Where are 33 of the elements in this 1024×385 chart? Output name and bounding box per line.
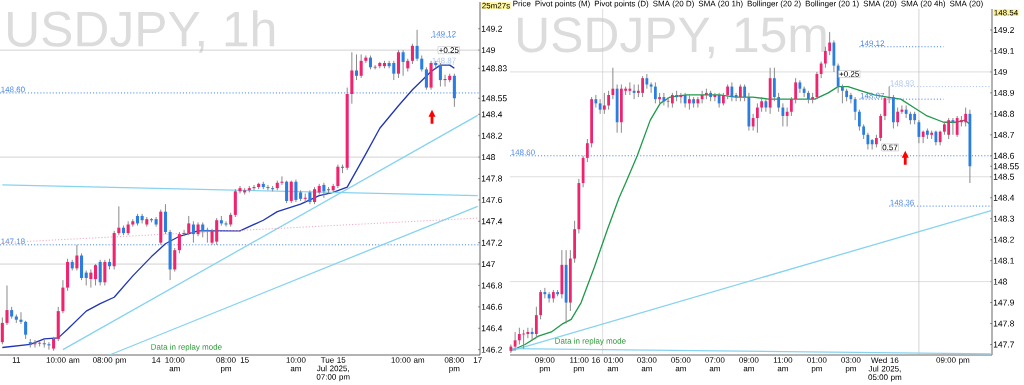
y-tick-label: 148 xyxy=(481,154,495,161)
y-tick-label: 148.5 xyxy=(993,173,1015,180)
y-tick-label: 148.6 xyxy=(993,152,1015,159)
y-tick-label: 149.1 xyxy=(993,47,1014,54)
y-tick-label: 146.6 xyxy=(481,303,503,310)
y-tick-label: 149.2 xyxy=(993,26,1014,33)
y-tick-label: 148.3 xyxy=(993,215,1015,222)
y-tick-label: 149 xyxy=(993,68,1007,75)
y-tick-label: 146.2 xyxy=(481,346,502,353)
y-tick-label: 148.55 xyxy=(993,163,1019,170)
y-tick-label: 148.4 xyxy=(481,111,503,118)
y-tick-label: 148.55 xyxy=(481,95,507,102)
y-tick-label: 147 xyxy=(481,261,495,267)
y-tick-label: 149 xyxy=(481,47,495,54)
y-tick-label: 148.7 xyxy=(993,131,1014,138)
y-tick-label: 148.9 xyxy=(993,89,1014,96)
y-tick-label: 148.83 xyxy=(481,65,507,72)
y-tick-label: 147.4 xyxy=(481,218,503,225)
y-tick-label: 148.2 xyxy=(993,236,1014,243)
y-tick-label: 148.4 xyxy=(993,194,1015,201)
y-tick-label: 148.2 xyxy=(481,132,502,139)
y-tick-label: 147.8 xyxy=(993,320,1015,327)
y-tick-label: 146.8 xyxy=(481,282,503,289)
y-tick-label: 147.8 xyxy=(481,175,503,182)
y-tick-label: 147.6 xyxy=(481,196,503,203)
y-tick-label: 146.4 xyxy=(481,325,503,332)
y-tick-label: 148.1 xyxy=(993,257,1014,264)
y-tick-label: 147.7 xyxy=(993,341,1014,348)
y-tick-label: 147.2 xyxy=(481,239,502,246)
y-tick-label: 147.9 xyxy=(993,299,1014,306)
y-tick-label: 148.8 xyxy=(993,110,1015,117)
y-tick-label: 149.2 xyxy=(481,25,502,32)
y-tick-label: 148 xyxy=(993,278,1007,285)
